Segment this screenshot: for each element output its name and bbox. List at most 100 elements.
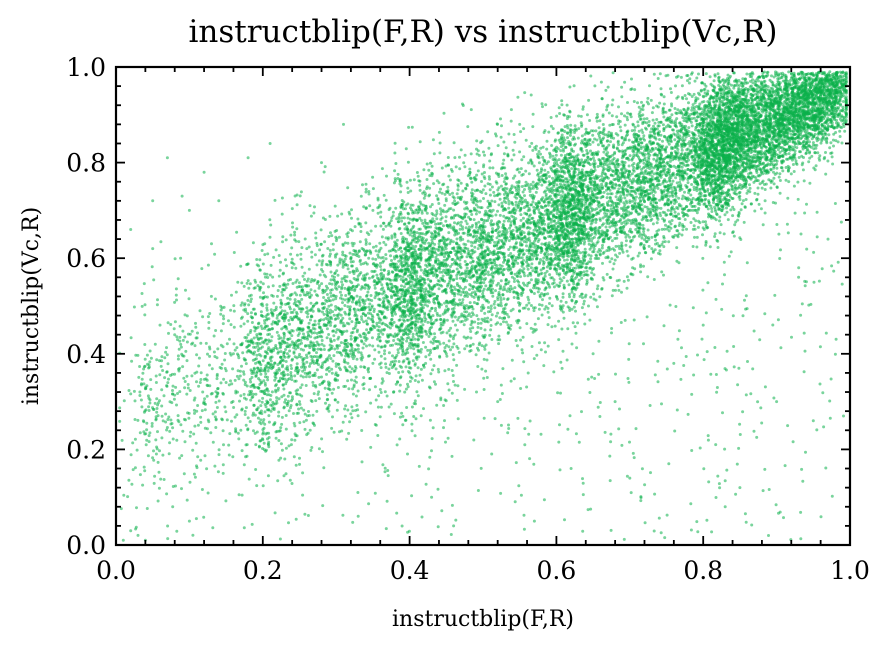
data-point <box>483 347 487 351</box>
data-point <box>153 401 157 405</box>
data-point <box>247 303 251 307</box>
data-point <box>171 505 175 509</box>
data-point <box>425 211 429 215</box>
data-point <box>598 415 602 418</box>
data-point <box>596 115 600 119</box>
data-point <box>258 295 262 299</box>
data-point <box>255 258 259 261</box>
data-point <box>163 356 167 360</box>
data-point <box>338 259 342 263</box>
data-point <box>469 108 473 112</box>
data-point <box>194 325 198 329</box>
data-point <box>286 394 290 398</box>
data-point <box>327 235 331 238</box>
data-point <box>532 292 536 295</box>
data-point <box>589 149 592 153</box>
data-point <box>528 190 532 193</box>
data-point <box>266 474 270 478</box>
data-point <box>466 239 470 243</box>
data-point <box>807 160 811 164</box>
data-point <box>431 426 435 430</box>
data-point <box>431 341 435 345</box>
data-point <box>551 282 555 286</box>
data-point <box>591 156 595 160</box>
data-point <box>625 115 629 119</box>
data-point <box>647 120 651 123</box>
data-point <box>295 227 299 231</box>
data-point <box>479 326 483 330</box>
data-point <box>546 203 550 207</box>
data-point <box>362 342 366 346</box>
data-point <box>431 368 434 372</box>
data-point <box>671 235 675 239</box>
data-point <box>413 379 417 382</box>
data-point <box>340 212 344 216</box>
data-point <box>692 92 696 96</box>
data-point <box>830 494 834 498</box>
data-point <box>313 423 316 427</box>
data-point <box>502 180 506 184</box>
data-point <box>329 278 333 282</box>
data-point <box>704 220 707 224</box>
data-point <box>748 183 751 187</box>
data-point <box>656 206 660 210</box>
data-point <box>499 279 503 283</box>
data-point <box>750 523 754 527</box>
data-point <box>297 281 301 285</box>
data-point <box>430 164 434 168</box>
data-point <box>330 391 334 395</box>
data-point <box>314 385 318 389</box>
data-point <box>482 357 486 361</box>
data-point <box>259 372 263 376</box>
data-point <box>310 314 313 318</box>
data-point <box>282 387 286 391</box>
data-point <box>734 492 738 496</box>
data-point <box>761 223 765 227</box>
data-point <box>542 498 546 502</box>
data-point <box>589 295 593 299</box>
data-point <box>240 449 244 453</box>
data-point <box>751 81 755 85</box>
data-point <box>231 455 235 459</box>
data-point <box>662 324 666 328</box>
data-point <box>275 396 279 400</box>
data-point <box>273 198 277 202</box>
data-point <box>499 117 502 121</box>
data-point <box>531 200 535 204</box>
data-point <box>522 252 526 256</box>
data-point <box>353 310 357 314</box>
data-point <box>154 381 158 384</box>
data-point <box>464 219 468 223</box>
data-point <box>537 341 541 345</box>
data-point <box>446 156 450 159</box>
data-point <box>784 178 788 182</box>
data-point <box>520 293 524 297</box>
data-point <box>843 129 847 133</box>
data-point <box>205 467 209 471</box>
data-point <box>763 199 767 203</box>
data-point <box>560 99 564 103</box>
data-point <box>797 266 801 270</box>
data-point <box>443 369 447 373</box>
data-point <box>412 347 416 351</box>
data-point <box>506 323 510 327</box>
data-point <box>625 193 629 197</box>
data-point <box>356 274 360 278</box>
data-point <box>267 420 271 424</box>
data-point <box>804 152 808 156</box>
data-point <box>291 397 294 401</box>
data-point <box>418 227 422 231</box>
data-point <box>375 337 379 341</box>
data-point <box>238 369 242 373</box>
data-point <box>491 227 494 231</box>
data-point <box>719 223 723 227</box>
data-point <box>512 133 516 136</box>
data-point <box>428 309 432 313</box>
data-point <box>436 487 440 491</box>
data-point <box>422 168 426 172</box>
data-point <box>447 174 451 178</box>
data-point <box>214 329 218 332</box>
data-point <box>379 366 383 370</box>
data-point <box>442 111 446 115</box>
data-point <box>221 314 225 318</box>
